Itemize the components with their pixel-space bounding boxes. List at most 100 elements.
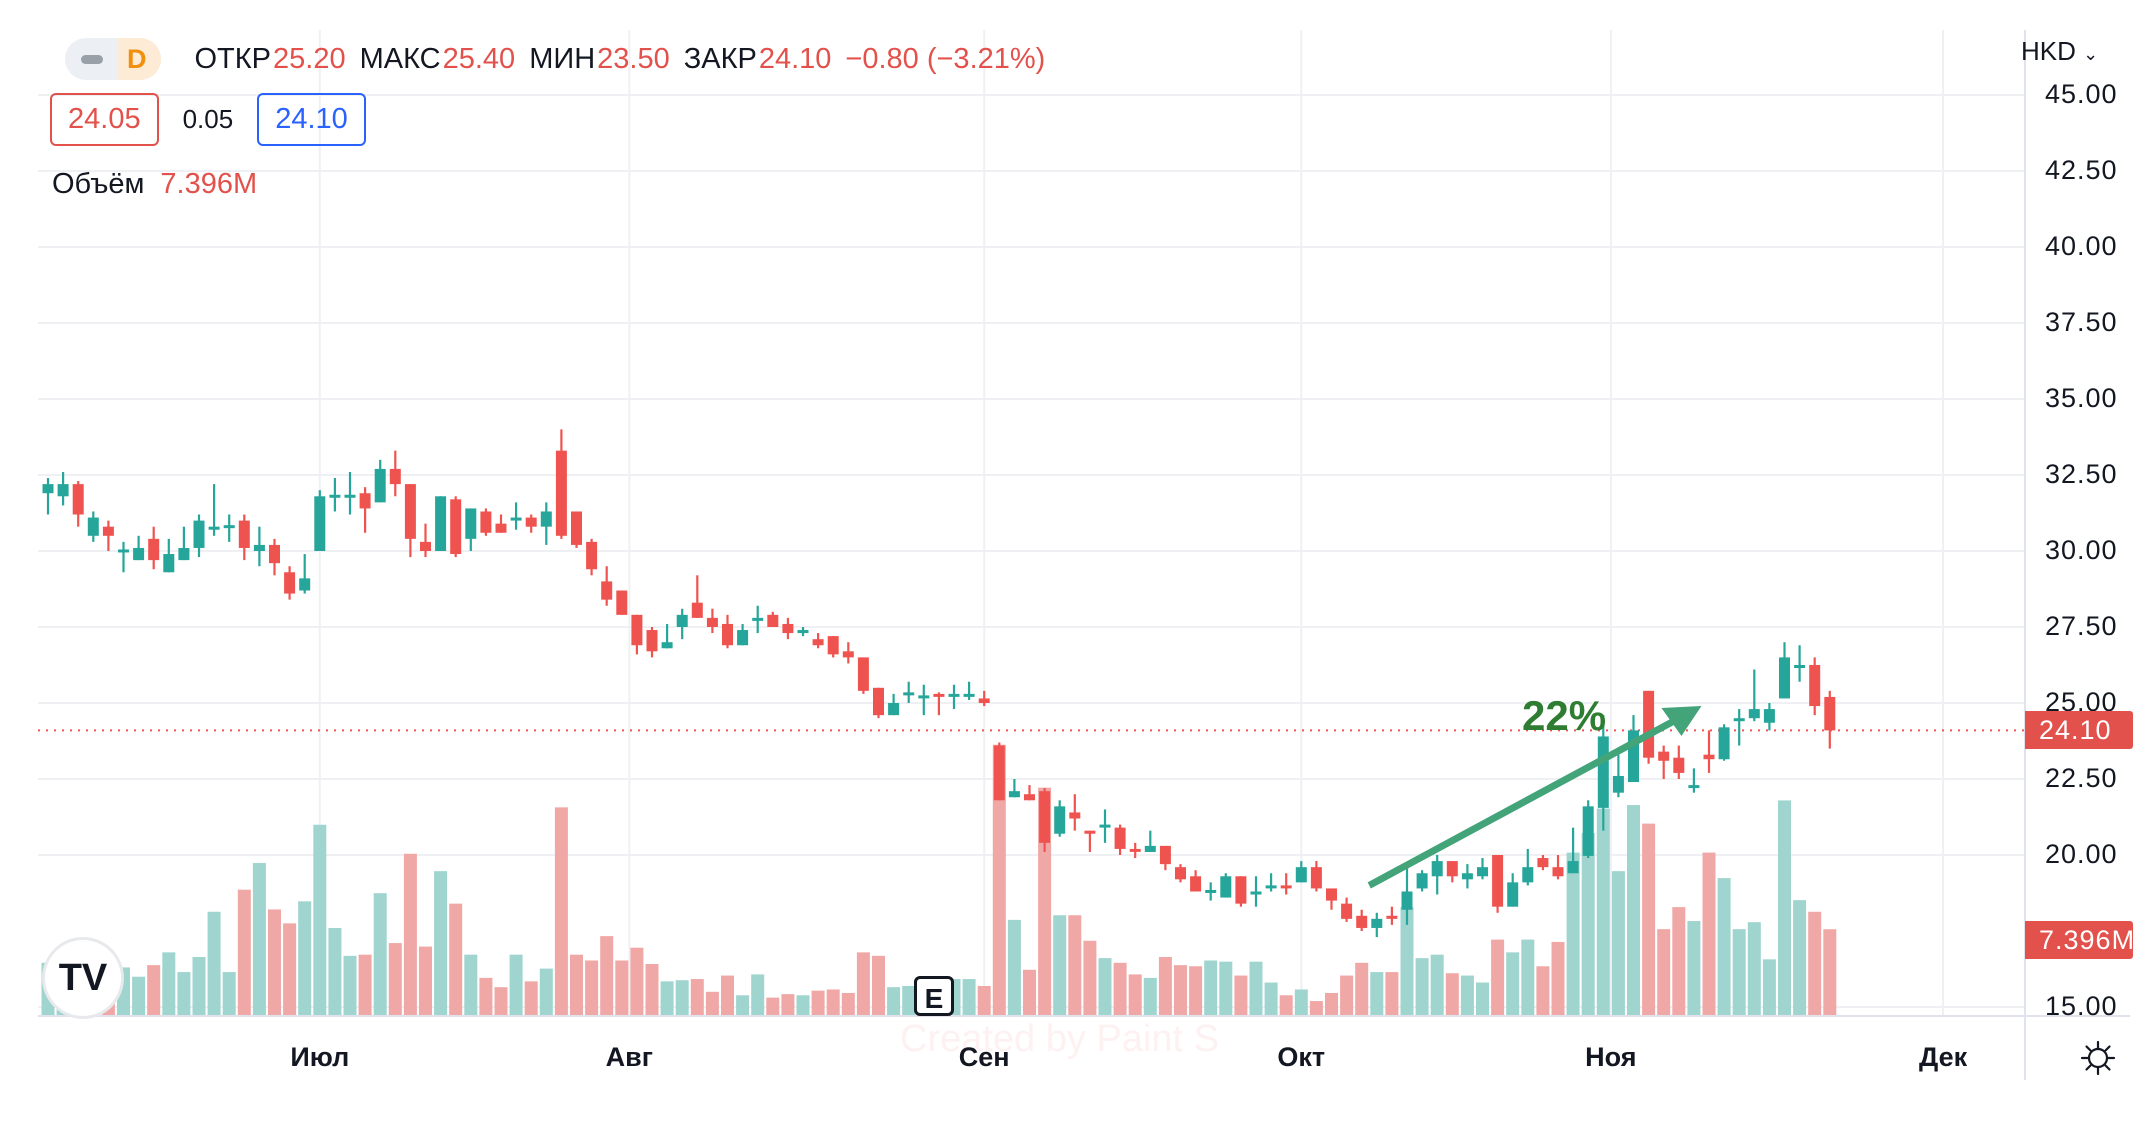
sell-button[interactable]: 24.05 — [50, 93, 159, 146]
candle-body — [1356, 915, 1368, 928]
volume-bar — [388, 943, 402, 1015]
candle-body — [1069, 812, 1081, 819]
open-label: ОТКР — [194, 42, 272, 75]
candle-body — [601, 581, 613, 600]
settings-gear-icon[interactable] — [2080, 1040, 2116, 1076]
candle-body — [571, 511, 582, 545]
logo-text: TV — [58, 956, 108, 999]
watermark: Created by Paint S — [900, 1018, 1219, 1060]
candle-body — [1265, 885, 1277, 889]
candle-body — [253, 544, 265, 551]
candle-body — [1220, 876, 1232, 898]
candle-body — [1507, 882, 1519, 907]
volume-bar — [585, 960, 599, 1015]
candle-body — [42, 484, 54, 494]
volume-bar — [856, 952, 870, 1015]
candle-body — [1658, 751, 1670, 761]
buy-button[interactable]: 24.10 — [257, 93, 366, 146]
candle-body — [1114, 827, 1126, 849]
x-tick-label: Авг — [605, 1042, 654, 1072]
volume-bar — [721, 975, 734, 1015]
candle-body — [842, 651, 854, 658]
candle-body — [299, 578, 311, 591]
close-label: ЗАКР — [683, 42, 757, 75]
volume-bar — [268, 909, 281, 1015]
candle-body — [586, 541, 598, 570]
volume-bar — [1264, 982, 1278, 1015]
tradingview-logo[interactable]: TV — [45, 940, 121, 1016]
volume-bar — [313, 824, 327, 1015]
volume-bar — [660, 981, 674, 1015]
candle-body — [1129, 848, 1141, 852]
earnings-marker[interactable]: E — [914, 976, 954, 1016]
candle-body — [857, 657, 869, 691]
last-price-tag: 24.10 — [2025, 711, 2133, 749]
candle-body — [1310, 867, 1322, 889]
candle-body — [525, 517, 537, 527]
volume-bar — [252, 863, 266, 1015]
volume-bar — [328, 928, 342, 1015]
volume-bar — [358, 954, 372, 1015]
candle-body — [1537, 858, 1549, 868]
currency-dropdown[interactable]: HKD ⌄ — [2021, 36, 2098, 67]
volume-bar — [1491, 939, 1505, 1015]
spread-value: 0.05 — [182, 104, 234, 134]
volume-legend: Объём 7.396M — [52, 168, 257, 201]
candle-body — [1567, 861, 1579, 874]
x-tick-label: Дек — [1919, 1042, 1968, 1072]
volume-bar — [1717, 878, 1731, 1015]
candle-body — [118, 549, 129, 553]
candle-body — [1763, 709, 1775, 723]
candle-body — [72, 484, 84, 515]
volume-bar — [736, 995, 750, 1015]
candle-body — [978, 698, 990, 703]
candle-body — [465, 508, 477, 539]
percent-annotation[interactable]: 22% — [1522, 692, 1607, 739]
trend-arrowhead-icon — [1661, 706, 1702, 737]
volume-bar — [1430, 954, 1444, 1015]
interval-toggle[interactable]: D — [65, 38, 161, 80]
volume-bar — [1083, 940, 1097, 1015]
volume-bar — [1023, 969, 1036, 1015]
x-tick-label: Ноя — [1585, 1042, 1637, 1072]
volume-bar — [509, 954, 523, 1015]
volume-bar — [1340, 975, 1354, 1015]
volume-bar — [1038, 787, 1052, 1015]
volume-bar — [524, 981, 538, 1015]
ohlc-legend: D ОТКР 25.20 МАКС 25.40 МИН 23.50 ЗАКР 24.10… — [65, 38, 1059, 80]
candle-body — [1386, 915, 1398, 919]
candle-body — [1582, 806, 1594, 856]
volume-bar — [1143, 977, 1157, 1015]
candle-body — [918, 695, 930, 699]
close-value: 24.10 — [758, 42, 832, 75]
volume-bar — [132, 976, 146, 1015]
volume-bar — [1823, 929, 1837, 1015]
volume-bar — [298, 901, 312, 1015]
volume-bar — [283, 923, 297, 1015]
collapse-icon[interactable] — [81, 54, 103, 64]
volume-bar — [1657, 929, 1671, 1015]
candle-body — [948, 693, 960, 697]
volume-bar — [796, 995, 810, 1015]
candle-body — [1703, 754, 1715, 760]
volume-bar — [1596, 808, 1610, 1015]
candle-body — [722, 623, 733, 646]
candle-body — [57, 484, 69, 497]
volume-bar — [1068, 915, 1082, 1015]
volume-bar — [1732, 929, 1746, 1015]
volume-bar — [841, 992, 855, 1015]
x-tick-label: Сен — [958, 1042, 1010, 1072]
volume-bar — [494, 987, 508, 1015]
candle-body — [1522, 867, 1534, 883]
candle-body — [435, 496, 447, 551]
candle-body — [1341, 903, 1353, 919]
volume-bar — [1158, 957, 1172, 1015]
y-tick-label: 32.50 — [2045, 459, 2118, 489]
volume-bar — [751, 974, 765, 1015]
candle-body — [661, 642, 673, 649]
volume-bar — [872, 955, 885, 1015]
volume-bar — [1204, 960, 1218, 1015]
volume-bar — [1234, 975, 1248, 1015]
trend-arrow-line — [1367, 714, 1682, 889]
